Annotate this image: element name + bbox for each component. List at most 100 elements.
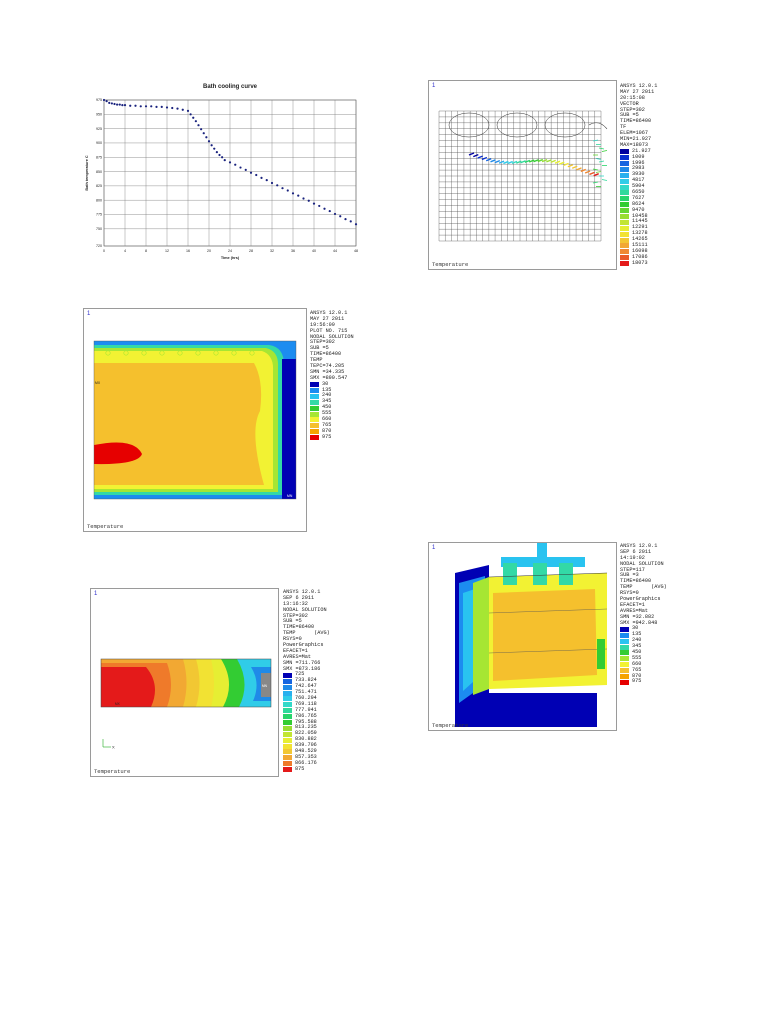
legend-header-line: TEMP (AVG) [620, 584, 667, 591]
legend-swatch [620, 196, 629, 202]
legend-swatch [620, 626, 629, 632]
flux-vector [520, 160, 526, 164]
data-point [210, 144, 213, 147]
legend-value: 240 [322, 392, 332, 399]
legend-value: 135 [322, 386, 332, 393]
legend-header-line: ANSYS 12.0.1 [620, 83, 658, 89]
legend-value: 1996 [632, 159, 645, 166]
corner-mark: 1 [87, 311, 91, 317]
legend-entry: 822.059 [283, 730, 330, 737]
anode-bump [213, 350, 219, 356]
bath-side [473, 577, 489, 695]
legend-header-line: EFACET=1 [620, 601, 645, 608]
legend-swatch [620, 632, 629, 638]
legend-value: 6650 [632, 189, 645, 196]
flux-vector [507, 160, 513, 165]
data-point [155, 105, 158, 108]
legend-entry: 1009 [620, 153, 657, 161]
region-765 [94, 363, 264, 485]
legend-header-line: RSYS=0 [283, 636, 302, 643]
flux-vector [580, 168, 587, 173]
flux-vector [494, 159, 501, 164]
data-point [307, 199, 310, 202]
data-point [244, 168, 247, 171]
data-point [108, 101, 111, 104]
data-point [171, 106, 174, 110]
data-point [228, 161, 232, 164]
nodal-contour-plot-3 [455, 543, 608, 727]
legend-swatch [283, 678, 292, 684]
flux-vector [468, 152, 475, 156]
flux-vector [598, 160, 605, 163]
nodal-plot-2-frame: 1 MX MN X Temperature [90, 588, 279, 777]
legend-entry: 14265 [620, 236, 657, 243]
legend-swatch [620, 202, 629, 208]
legend-header-line: PLOT NO. 715 [310, 327, 348, 334]
legend-value: 848.529 [295, 748, 317, 755]
legend-swatch [620, 237, 629, 243]
legend-swatch [283, 708, 292, 714]
flux-vector [592, 168, 599, 171]
legend-entry: 765 [310, 422, 354, 429]
data-point [121, 104, 124, 107]
legend-value: 16098 [632, 247, 648, 254]
legend-header: ANSYS 12.0.1 MAY 27 2011 19:56:09 PLOT NO. … [310, 310, 354, 382]
legend-entry: 555 [620, 655, 667, 662]
data-point [189, 113, 192, 116]
legend-value: 786.765 [295, 712, 317, 719]
legend-header-line: NODAL SOLUTION [310, 333, 354, 340]
data-point [200, 128, 203, 131]
data-point [213, 147, 216, 150]
legend-header-line: STEP=302 [620, 106, 645, 113]
legend-header-line: TIME=86400 [283, 624, 315, 631]
legend-header-line: RSYS=0 [620, 590, 639, 597]
nodal-1-legend: ANSYS 12.0.1 MAY 27 2011 19:56:09 PLOT NO. … [310, 310, 354, 441]
legend-entry: 839.706 [283, 742, 330, 749]
legend-entry: 875 [283, 766, 330, 773]
legend-value: 975 [632, 678, 642, 685]
legend-swatch [620, 166, 629, 172]
legend-value: 839.706 [295, 742, 317, 749]
data-point [328, 209, 331, 213]
legend-swatch [283, 720, 292, 726]
legend-swatch [620, 662, 629, 668]
legend-header-line: SMX =873.186 [283, 665, 321, 672]
legend-value: 1009 [632, 153, 645, 160]
legend-value: 857.353 [295, 753, 317, 760]
nodal-2-legend: ANSYS 12.0.1 SEP 6 2011 13:16:32 NODAL SOLU… [283, 589, 330, 773]
legend-header-line: STEP=302 [310, 339, 335, 346]
legend-header-line: ANSYS 12.0.1 [310, 310, 348, 316]
legend-value: 2983 [632, 165, 645, 172]
flux-vector [537, 158, 544, 163]
flux-vector [576, 167, 582, 171]
legend-swatch [310, 399, 319, 405]
data-point [144, 105, 148, 108]
data-point [207, 140, 211, 143]
data-point [249, 171, 253, 174]
legend-entry: 5904 [620, 183, 657, 190]
legend-value: 12291 [632, 224, 648, 231]
legend-value: 870 [632, 672, 642, 679]
data-point [255, 173, 258, 177]
legend-header-line: NODAL SOLUTION [283, 606, 327, 613]
legend-entry: 345 [310, 398, 354, 405]
legend-entry: 11445 [620, 219, 657, 225]
data-point [270, 181, 274, 185]
data-point [333, 212, 337, 216]
legend-header-line: MAY 27 2011 [620, 88, 655, 95]
legend-header-line: SUB =3 [620, 572, 639, 579]
data-point [165, 106, 169, 109]
x-tick-label: 48 [354, 249, 358, 253]
flux-vector [554, 160, 561, 164]
legend-value: 9470 [632, 206, 645, 213]
y-tick-label: 875 [96, 155, 102, 159]
data-point [129, 104, 132, 107]
legend-swatch [283, 743, 292, 749]
legend-value: 555 [322, 410, 332, 417]
legend-swatch [283, 749, 292, 755]
data-point [339, 215, 342, 218]
legend-header-line: STEP=302 [283, 612, 308, 619]
flux-vector [593, 173, 599, 177]
legend-value: 30 [322, 380, 329, 387]
